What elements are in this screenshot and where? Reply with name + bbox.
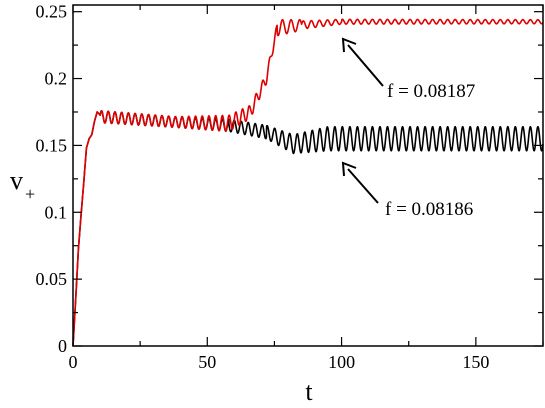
y-tick-label: 0.2 xyxy=(45,69,68,89)
annotation-label-0: f = 0.08187 xyxy=(387,81,475,102)
y-axis-label-main: v xyxy=(10,166,23,195)
x-tick-label: 0 xyxy=(69,352,78,372)
x-tick-label: 100 xyxy=(328,352,355,372)
x-tick-label: 50 xyxy=(198,352,216,372)
y-tick-label: 0.05 xyxy=(36,269,68,289)
y-tick-label: 0.1 xyxy=(45,202,68,222)
y-tick-label: 0.25 xyxy=(36,2,68,22)
annotation-arrow-1 xyxy=(347,168,379,204)
y-axis-label-subscript: + xyxy=(25,184,35,204)
annotation-arrow-0 xyxy=(347,44,384,87)
series-line-0 xyxy=(72,109,544,347)
y-tick-label: 0.15 xyxy=(36,135,68,155)
annotation-label-1: f = 0.08186 xyxy=(385,199,473,220)
annotation-arrowhead-0 xyxy=(341,37,357,53)
annotation-arrowhead-1 xyxy=(341,161,357,177)
plot-frame xyxy=(72,4,544,347)
series-line-1 xyxy=(72,18,544,347)
x-axis-label: t xyxy=(305,377,313,406)
y-tick-label: 0 xyxy=(58,336,67,356)
series-layer xyxy=(72,18,544,347)
ticks-layer: 0 50 100 150 0 0.05 0.1 0.15 0.2 0.25 xyxy=(36,2,544,372)
x-tick-label: 150 xyxy=(462,352,489,372)
annotation-layer: f = 0.08187 f = 0.08186 xyxy=(341,37,475,220)
y-axis-label: v + xyxy=(10,166,35,204)
